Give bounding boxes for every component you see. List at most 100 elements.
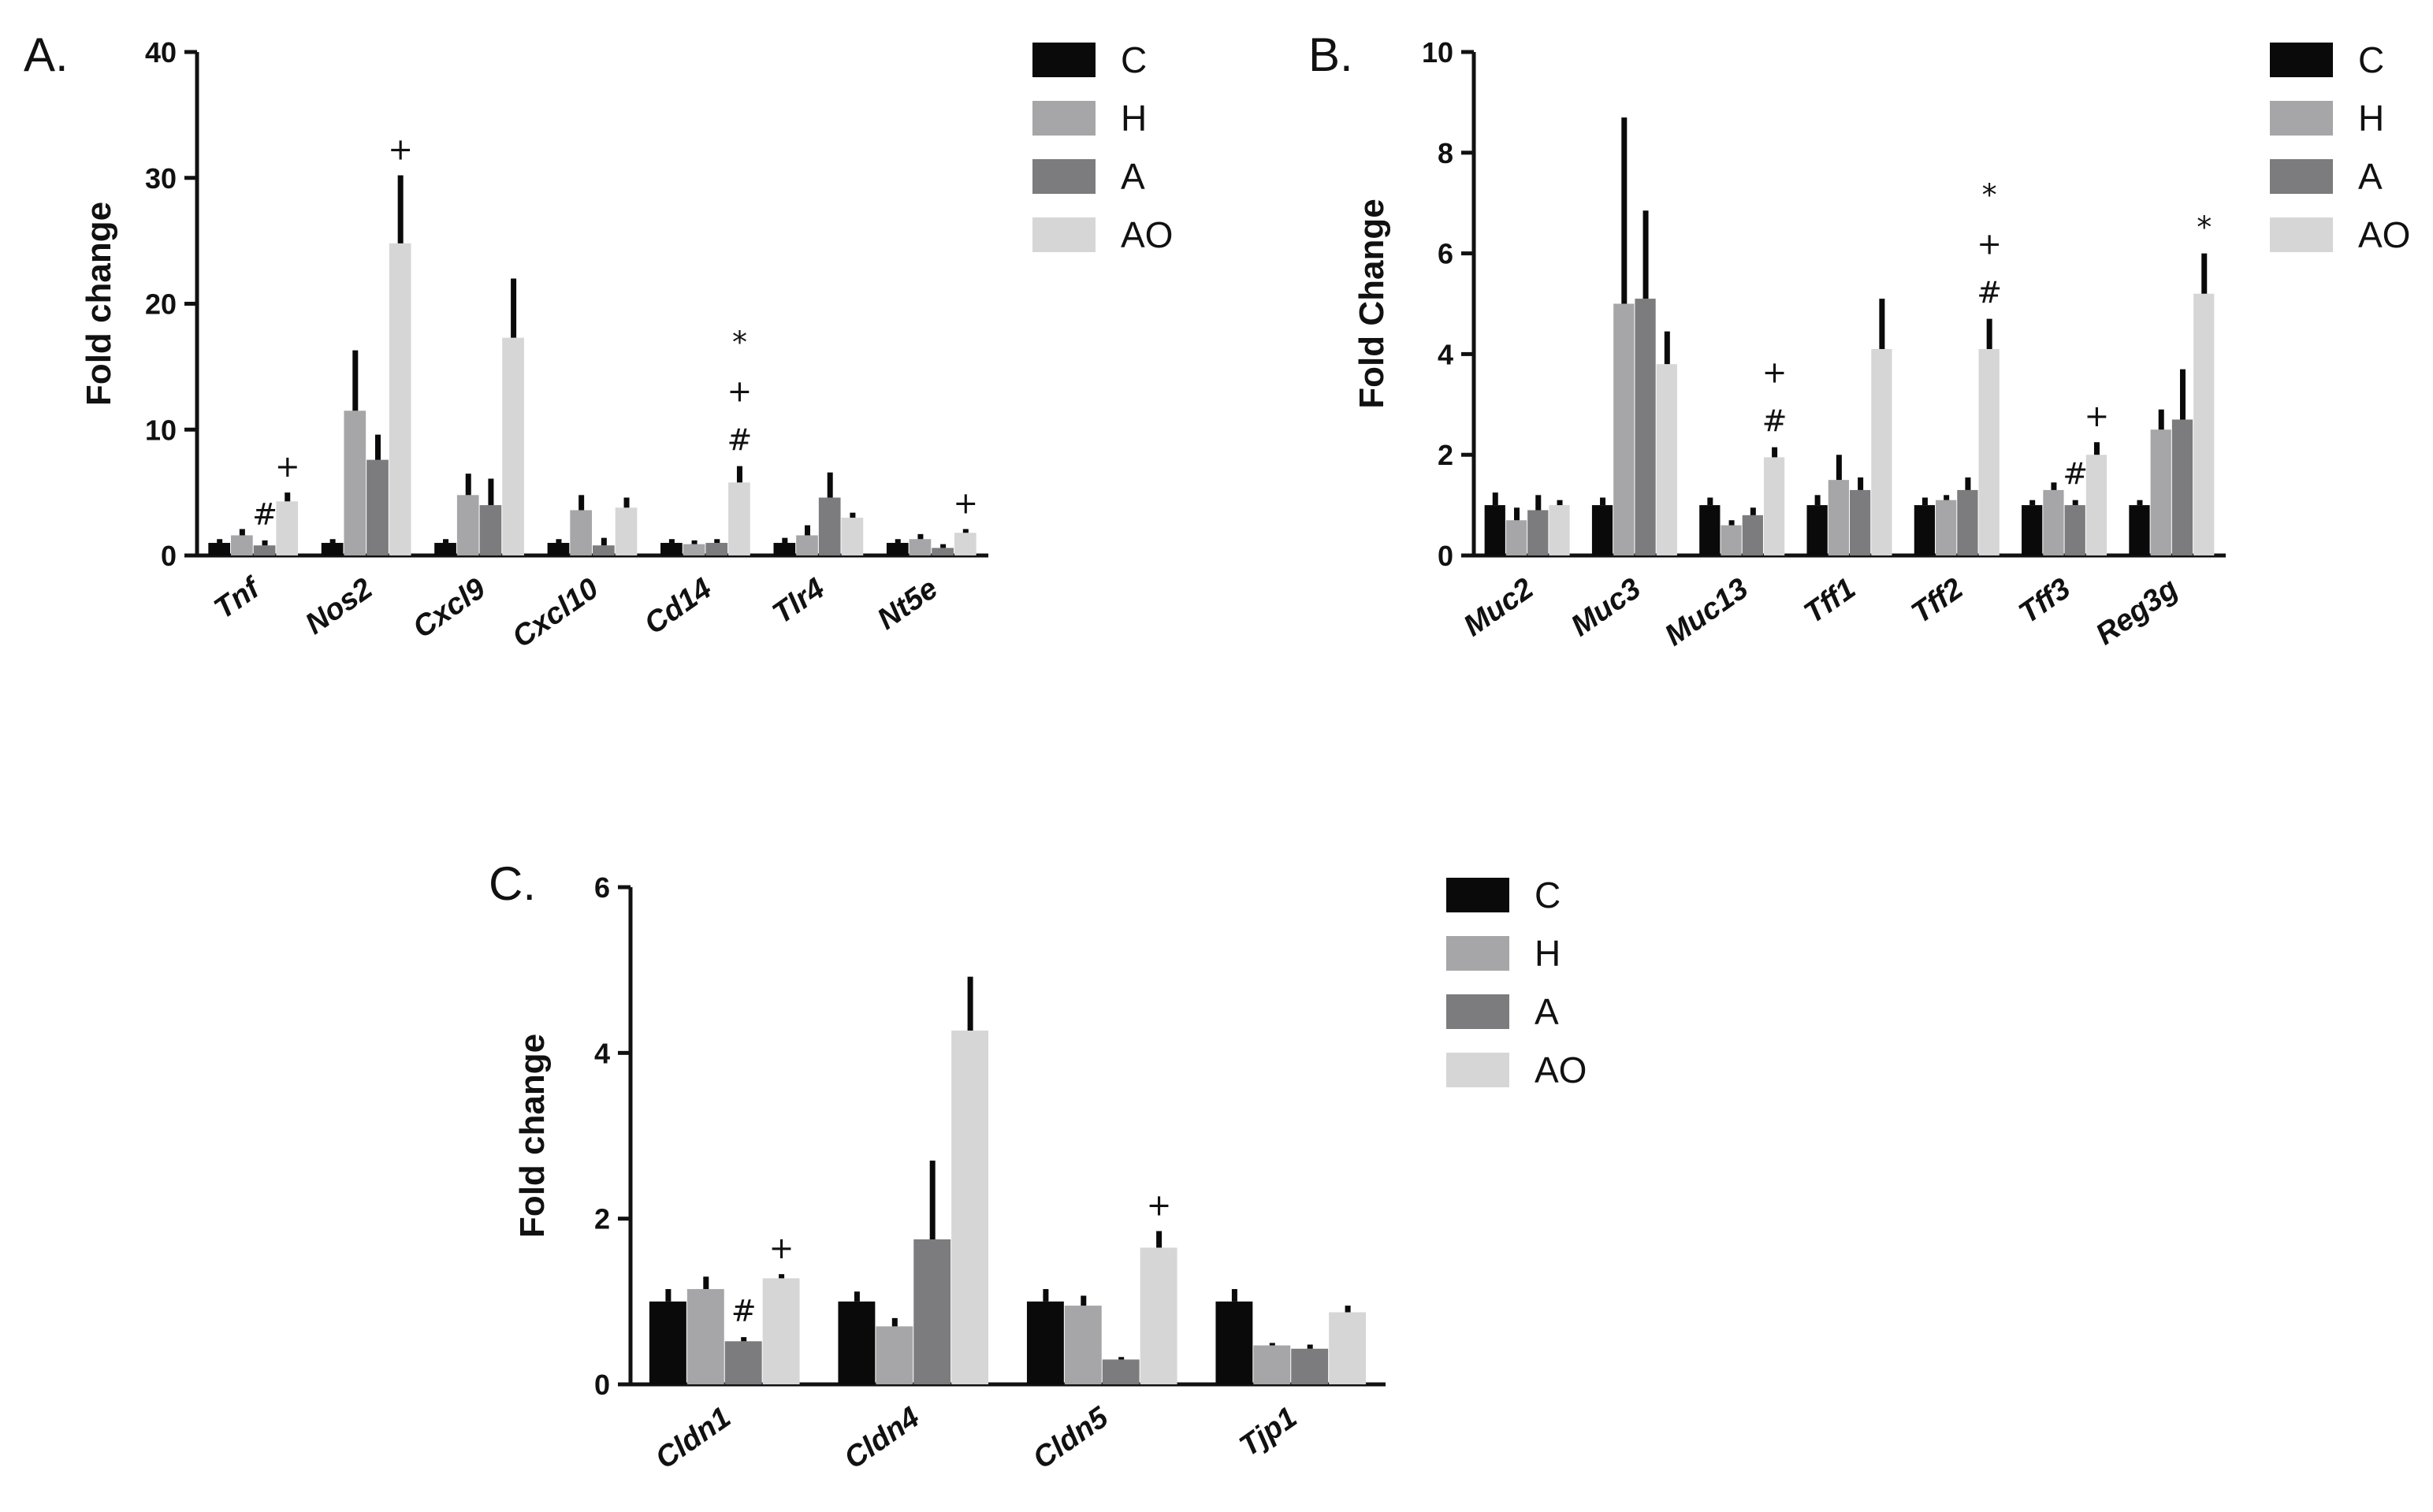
significance-symbol: # bbox=[727, 423, 753, 458]
panel-letter: A. bbox=[24, 28, 69, 81]
significance-symbol: + bbox=[1977, 227, 2002, 262]
bar-group-muc13 bbox=[1699, 447, 1785, 555]
bar-reg3g-a bbox=[2171, 419, 2193, 555]
significance-marker: # bbox=[731, 1294, 757, 1328]
bar-tnf-a bbox=[253, 545, 276, 555]
significance-symbol: # bbox=[1762, 404, 1788, 439]
significance-marker: * bbox=[2197, 210, 2212, 245]
bar-muc2-a bbox=[1527, 510, 1549, 555]
x-tick-label: Tjp1 bbox=[1233, 1401, 1303, 1463]
bar-cldn5-h bbox=[1064, 1306, 1102, 1384]
y-tick-label: 4 bbox=[1438, 338, 1453, 370]
bar-cldn4-c bbox=[838, 1301, 876, 1384]
bar-muc3-ao bbox=[1656, 364, 1677, 555]
bar-group-cldn5 bbox=[1026, 1231, 1177, 1384]
chart-panel-1: A. 0 10 20 30 40 Fold change Tnf Nos2 Cxcl9 Cxcl10… bbox=[24, 28, 1173, 655]
legend: CHA AO bbox=[1032, 39, 1173, 255]
bar-group-cxcl10 bbox=[547, 495, 638, 555]
y-tick-label: 6 bbox=[594, 871, 610, 904]
bar-muc3-a bbox=[1635, 299, 1656, 555]
legend-label: C bbox=[1121, 39, 1147, 80]
significance-marker: # bbox=[2063, 457, 2088, 492]
y-tick-label: 20 bbox=[145, 288, 177, 321]
y-axis-title: Fold Change bbox=[1352, 199, 1391, 408]
bar-group-tnf bbox=[208, 492, 299, 555]
significance-symbol: + bbox=[769, 1231, 794, 1265]
bar-nos2-c bbox=[321, 543, 344, 555]
bar-nt5e-ao bbox=[954, 533, 977, 555]
bar-tjp1-h bbox=[1253, 1345, 1291, 1384]
bar-group-cxcl9 bbox=[434, 278, 524, 555]
significance-marker: + bbox=[769, 1231, 794, 1265]
bar-muc13-ao bbox=[1763, 457, 1785, 555]
x-tick-label: Tff2 bbox=[1906, 572, 1970, 630]
significance-marker: + bbox=[2085, 399, 2110, 433]
legend-label: A bbox=[1535, 991, 1559, 1032]
bar-tlr4-ao bbox=[841, 518, 864, 555]
significance-marker: + bbox=[275, 449, 300, 484]
bar-group-cldn4 bbox=[838, 976, 989, 1384]
bar-tjp1-ao bbox=[1329, 1312, 1367, 1384]
bar-cldn4-h bbox=[876, 1326, 913, 1384]
y-tick-label: 0 bbox=[1438, 540, 1453, 572]
bar-muc2-c bbox=[1484, 505, 1505, 555]
bar-group-cd14 bbox=[660, 466, 750, 555]
bar-group-tff3 bbox=[2022, 442, 2107, 555]
legend-swatch-h bbox=[1032, 101, 1096, 136]
significance-marker: + bbox=[1147, 1187, 1172, 1222]
y-tick-label: 10 bbox=[1422, 36, 1453, 69]
legend-label: H bbox=[2358, 98, 2384, 139]
legend: CHA AO bbox=[1446, 875, 1587, 1090]
bar-cldn1-h bbox=[686, 1289, 724, 1384]
legend-swatch-h bbox=[2270, 101, 2333, 136]
bar-group-muc3 bbox=[1591, 117, 1677, 555]
significance-marker: # bbox=[252, 497, 277, 532]
x-tick-label: Cd14 bbox=[638, 572, 717, 641]
y-tick-label: 4 bbox=[594, 1037, 610, 1069]
panel-letter: B. bbox=[1308, 28, 1353, 81]
significance-marker: + bbox=[953, 485, 978, 520]
bar-cxcl9-a bbox=[479, 505, 502, 555]
legend-swatch-a bbox=[1446, 994, 1509, 1029]
y-tick-label: 2 bbox=[1438, 439, 1453, 471]
bar-cldn4-a bbox=[913, 1239, 951, 1384]
significance-symbol: + bbox=[1762, 355, 1788, 390]
significance-symbol: + bbox=[727, 374, 753, 409]
bar-tff3-ao bbox=[2085, 455, 2107, 555]
bar-tff3-c bbox=[2022, 505, 2043, 555]
bar-nt5e-c bbox=[886, 543, 909, 555]
significance-symbol: # bbox=[1977, 276, 2002, 310]
bar-cxcl10-h bbox=[570, 510, 592, 555]
bar-reg3g-ao bbox=[2193, 293, 2215, 555]
legend-label: H bbox=[1535, 933, 1561, 974]
significance-symbol: # bbox=[2063, 457, 2088, 492]
y-tick-label: 40 bbox=[145, 36, 177, 69]
x-tick-label: Cldn1 bbox=[649, 1401, 737, 1476]
y-tick-label: 0 bbox=[594, 1369, 610, 1401]
x-tick-label: Tff1 bbox=[1799, 572, 1862, 630]
bar-muc3-h bbox=[1613, 303, 1635, 555]
significance-symbol: * bbox=[2197, 210, 2212, 245]
bar-nos2-a bbox=[366, 459, 389, 555]
bar-cd14-ao bbox=[728, 482, 750, 555]
legend-swatch-c bbox=[2270, 43, 2333, 77]
bar-reg3g-c bbox=[2129, 505, 2150, 555]
bar-cldn5-ao bbox=[1140, 1247, 1177, 1384]
x-tick-label: Cxcl10 bbox=[507, 572, 605, 655]
legend: CHA AO bbox=[2270, 39, 2410, 255]
legend-swatch-c bbox=[1446, 878, 1509, 912]
legend-swatch-h bbox=[1446, 936, 1509, 971]
bar-cxcl10-c bbox=[547, 543, 570, 555]
bar-cd14-h bbox=[683, 544, 705, 555]
bar-tjp1-c bbox=[1215, 1301, 1253, 1384]
significance-symbol: # bbox=[731, 1294, 757, 1328]
y-tick-label: 6 bbox=[1438, 238, 1453, 270]
panel-letter: C. bbox=[489, 857, 536, 910]
legend-swatch-a bbox=[1032, 159, 1096, 194]
bar-tff3-a bbox=[2064, 505, 2085, 555]
bar-tlr4-h bbox=[796, 535, 818, 555]
bar-cd14-c bbox=[660, 543, 683, 555]
legend-swatch-ao bbox=[1032, 217, 1096, 252]
bar-group-tff1 bbox=[1806, 299, 1892, 555]
y-axis-title: Fold change bbox=[80, 202, 118, 406]
